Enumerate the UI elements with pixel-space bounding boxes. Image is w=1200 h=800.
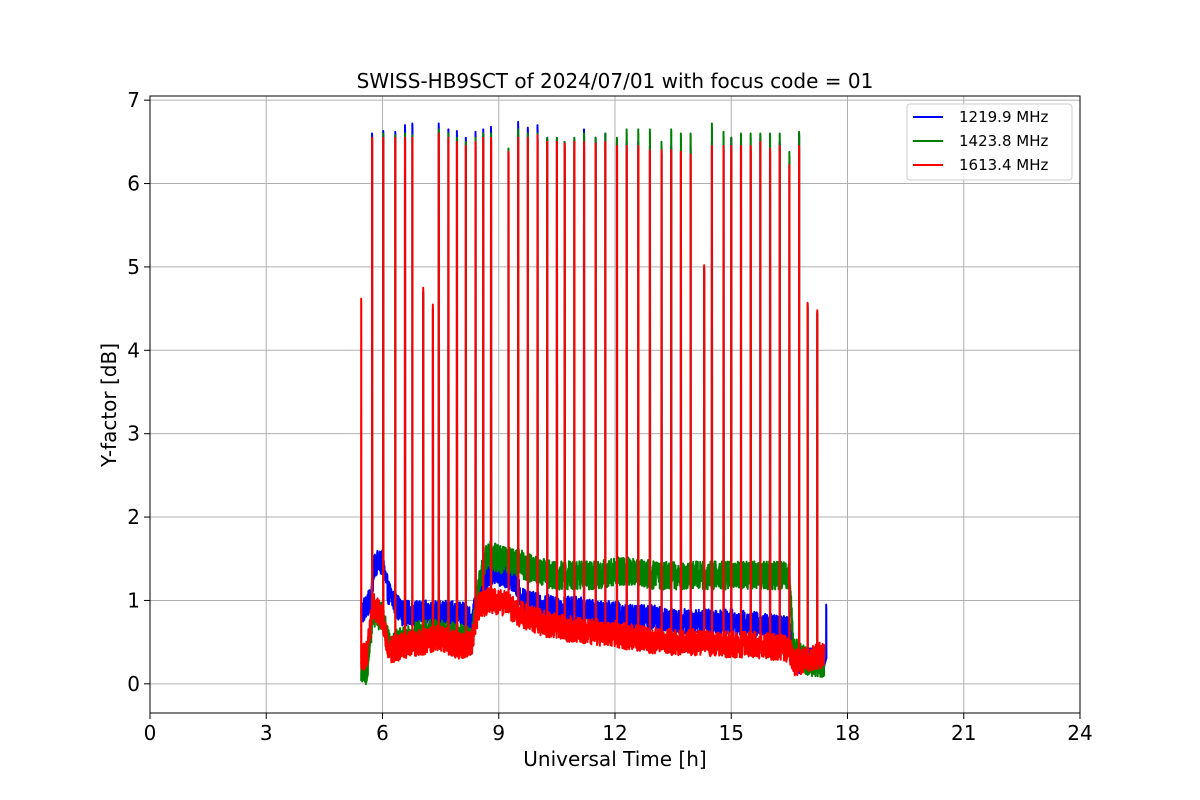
y-tick-label: 5 — [127, 255, 140, 279]
x-tick-label: 18 — [835, 721, 860, 745]
x-axis: 0 3 6 9 12 15 18 21 24 — [144, 713, 1093, 745]
legend-label: 1219.9 MHz — [959, 108, 1048, 126]
x-tick-label: 6 — [376, 721, 389, 745]
x-tick-label: 0 — [144, 721, 157, 745]
y-tick-label: 2 — [127, 505, 140, 529]
y-tick-label: 0 — [127, 672, 140, 696]
legend-label: 1613.4 MHz — [959, 156, 1048, 174]
y-axis: 0 1 2 3 4 5 6 7 — [127, 88, 150, 696]
legend: 1219.9 MHz 1423.8 MHz 1613.4 MHz — [906, 103, 1073, 181]
legend-label: 1423.8 MHz — [959, 132, 1048, 150]
x-tick-label: 24 — [1067, 721, 1092, 745]
y-tick-label: 3 — [127, 422, 140, 446]
x-tick-label: 15 — [719, 721, 744, 745]
y-tick-label: 6 — [127, 172, 140, 196]
x-tick-label: 12 — [602, 721, 627, 745]
legend-box — [906, 103, 1073, 181]
series-line-1 — [360, 120, 828, 676]
chart-title: SWISS-HB9SCT of 2024/07/01 with focus co… — [357, 69, 874, 93]
series-line-3 — [360, 132, 826, 677]
plot-area — [360, 120, 828, 686]
y-axis-label: Y-factor [dB] — [97, 343, 121, 468]
x-tick-label: 21 — [951, 721, 976, 745]
y-tick-label: 1 — [127, 588, 140, 612]
y-tick-label: 7 — [127, 88, 140, 112]
y-tick-label: 4 — [127, 338, 140, 362]
x-tick-label: 9 — [492, 721, 505, 745]
x-tick-label: 3 — [260, 721, 273, 745]
x-axis-label: Universal Time [h] — [523, 747, 706, 771]
